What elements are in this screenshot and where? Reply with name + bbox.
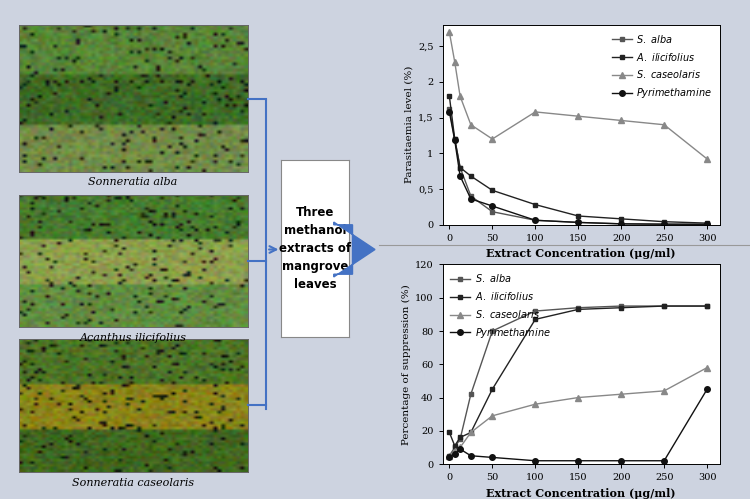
Polygon shape	[334, 222, 375, 277]
Y-axis label: Parasitaemia level (%): Parasitaemia level (%)	[405, 66, 414, 184]
Legend: $\it{S.~alba}$, $\it{A.~ilicifolius}$, $\it{S.~caseolaris}$, $\it{Pyrimethamine}: $\it{S.~alba}$, $\it{A.~ilicifolius}$, $…	[609, 30, 715, 103]
Text: Three
methanol
extracts of
mangrove
leaves: Three methanol extracts of mangrove leav…	[279, 206, 351, 291]
X-axis label: Extract Concentration (μg/ml): Extract Concentration (μg/ml)	[487, 488, 676, 499]
Text: Sonneratia caseolaris: Sonneratia caseolaris	[72, 478, 194, 488]
Y-axis label: Percentage of suppression (%): Percentage of suppression (%)	[401, 284, 411, 445]
Legend: $\it{S.~alba}$, $\it{A.~ilicifolius}$, $\it{S.~caseolaris}$, $\it{Pyrimethamine}: $\it{S.~alba}$, $\it{A.~ilicifolius}$, $…	[447, 269, 554, 343]
X-axis label: Extract Concentration (μg/ml): Extract Concentration (μg/ml)	[487, 248, 676, 259]
Text: Sonneratia alba: Sonneratia alba	[88, 177, 178, 187]
Text: Acanthus ilicifolius: Acanthus ilicifolius	[80, 333, 187, 343]
